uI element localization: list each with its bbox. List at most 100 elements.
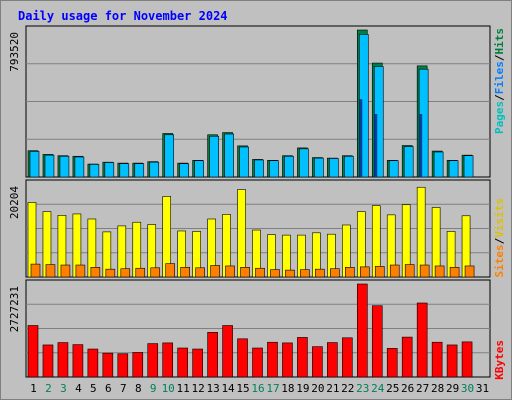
x-tick-label: 27 (416, 382, 429, 395)
bar-files (239, 146, 249, 178)
legend-visits-panel: Sites/Visits (493, 198, 506, 278)
bar-sites (225, 265, 235, 278)
bar-pages (419, 114, 423, 177)
x-tick-label: 21 (326, 382, 339, 395)
legend-hits-panel-separator: / (493, 94, 506, 101)
x-tick-label: 18 (281, 382, 294, 395)
legend-hits-panel-part: Hits (493, 28, 506, 55)
bar-sites (210, 265, 220, 278)
bar-kbytes (386, 348, 398, 378)
bar-sites (180, 267, 190, 278)
bar-files (89, 164, 100, 178)
bar-files (284, 155, 294, 178)
legend-hits-panel: Pages/Files/Hits (493, 28, 506, 134)
bar-files (29, 151, 40, 178)
bar-visits (416, 186, 426, 278)
x-tick-label: 20 (311, 382, 324, 395)
bar-files (149, 161, 160, 178)
x-tick-label: 1 (30, 382, 37, 395)
bar-kbytes (57, 342, 69, 378)
bar-kbytes (192, 348, 203, 378)
x-tick-label: 4 (75, 382, 82, 395)
x-tick-label: 25 (386, 382, 399, 395)
x-tick-label: 10 (162, 382, 175, 395)
bar-sites (105, 268, 116, 278)
x-tick-label: 13 (206, 382, 219, 395)
bar-kbytes (461, 341, 473, 378)
bar-kbytes (87, 348, 99, 378)
bar-files (388, 160, 399, 178)
bar-sites (389, 264, 400, 278)
bar-files (119, 163, 130, 178)
ymax-label-kbytes: 2727231 (8, 286, 21, 332)
bar-sites (240, 267, 250, 278)
bar-pages (374, 114, 378, 177)
bar-kbytes (267, 341, 278, 378)
bar-files (254, 159, 264, 178)
bar-sites (120, 268, 131, 278)
legend-hits-panel-part: Files (493, 61, 506, 94)
bar-files (329, 158, 339, 178)
bar-kbytes (237, 338, 248, 378)
bar-sites (434, 265, 445, 278)
bar-sites (165, 263, 176, 278)
bar-kbytes (342, 337, 353, 378)
bar-sites (255, 267, 265, 278)
bar-kbytes (147, 343, 159, 378)
legend-kbytes-panel: KBytes (493, 340, 506, 380)
x-tick-label: 29 (446, 382, 459, 395)
bar-sites (75, 264, 86, 278)
bar-files (164, 134, 175, 178)
bar-sites (419, 264, 430, 278)
bar-kbytes (177, 347, 188, 378)
bar-files (179, 163, 189, 178)
x-tick-label: 2 (45, 382, 52, 395)
bar-kbytes (371, 305, 383, 378)
bar-files (74, 156, 85, 178)
x-tick-label: 24 (371, 382, 385, 395)
bar-kbytes (416, 302, 428, 378)
bar-kbytes (297, 337, 308, 378)
x-tick-label: 15 (236, 382, 249, 395)
bar-kbytes (327, 342, 338, 378)
x-tick-label: 5 (90, 382, 97, 395)
bar-kbytes (222, 325, 233, 378)
bar-files (269, 160, 279, 178)
x-tick-label: 3 (60, 382, 67, 395)
x-tick-label: 7 (120, 382, 127, 395)
bar-kbytes (27, 325, 39, 378)
x-tick-label: 22 (341, 382, 354, 395)
x-tick-label: 26 (401, 382, 414, 395)
bar-sites (195, 267, 205, 278)
bar-kbytes (117, 353, 129, 378)
bar-files (134, 163, 145, 178)
chart-title: Daily usage for November 2024 (18, 9, 228, 23)
bar-sites (315, 268, 325, 278)
bar-sites (135, 267, 146, 278)
bar-sites (285, 269, 295, 278)
bar-files (433, 151, 444, 178)
x-tick-label: 17 (266, 382, 279, 395)
chart-panels: 793520202042727231Pages/Files/HitsSites/… (8, 25, 506, 380)
legend-visits-panel-part: Sites (493, 244, 506, 277)
bar-files (448, 160, 459, 178)
bar-sites (45, 264, 56, 278)
legend-visits-panel-separator: / (493, 237, 506, 244)
bar-kbytes (42, 344, 54, 378)
bar-files (314, 157, 324, 178)
bar-files (344, 155, 354, 178)
bar-kbytes (431, 341, 443, 378)
x-tick-label: 11 (177, 382, 190, 395)
x-tick-label: 6 (105, 382, 112, 395)
bar-pages (359, 99, 363, 177)
bar-sites (150, 267, 161, 278)
bar-kbytes (282, 342, 293, 378)
x-tick-label: 19 (296, 382, 309, 395)
bar-kbytes (207, 332, 218, 378)
bar-files (209, 135, 219, 178)
bar-sites (449, 267, 460, 278)
bar-sites (60, 264, 71, 278)
x-tick-label: 23 (356, 382, 369, 395)
bar-sites (330, 268, 340, 278)
